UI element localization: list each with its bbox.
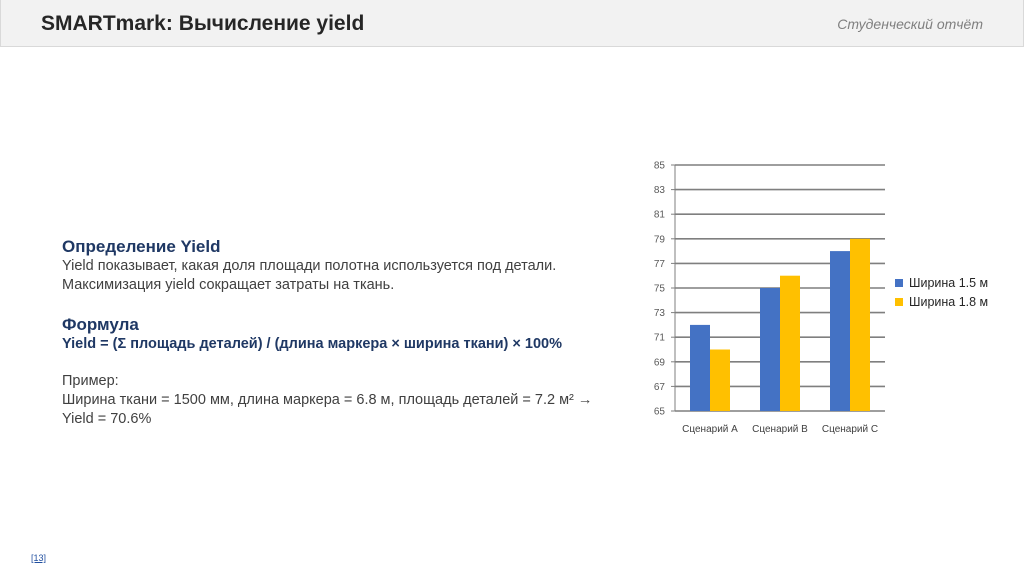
x-tick-label: Сценарий B <box>752 424 808 435</box>
example-line-1: Ширина ткани = 1500 мм, длина маркера = … <box>62 392 593 408</box>
y-tick-label: 83 <box>654 185 666 196</box>
legend-label: Ширина 1.8 м <box>909 295 988 309</box>
bar <box>710 349 730 411</box>
bar <box>780 275 800 411</box>
y-tick-label: 71 <box>654 333 666 344</box>
bar <box>830 251 850 411</box>
definition-heading: Определение Yield <box>62 237 221 256</box>
y-tick-label: 79 <box>654 234 666 245</box>
content-block: Определение Yield Yield показывает, кака… <box>62 236 622 429</box>
page-subtitle: Студенческий отчёт <box>837 16 983 32</box>
footnote-link[interactable]: [13] <box>31 553 47 563</box>
y-tick-label: 75 <box>654 284 666 295</box>
legend-swatch <box>895 279 903 287</box>
page-title: SMARTmark: Вычисление yield <box>41 12 365 35</box>
bar <box>760 288 780 411</box>
example-label: Пример: <box>62 373 119 389</box>
yield-bar-chart: 65 67 69 71 73 75 77 79 81 83 85 Сценарий A Сценарий… <box>654 161 988 436</box>
y-tick-label: 81 <box>654 210 666 221</box>
header-bar: SMARTmark: Вычисление yield Студенческий… <box>0 0 1024 47</box>
y-tick-label: 77 <box>654 259 666 270</box>
bar <box>850 238 870 411</box>
x-tick-label: Сценарий A <box>682 424 738 435</box>
formula-heading: Формула <box>62 315 139 334</box>
definition-line-2: Максимизация yield сокращает затраты на … <box>62 277 395 293</box>
y-tick-label: 65 <box>654 407 666 418</box>
definition-line-1: Yield показывает, какая доля площади пол… <box>62 258 557 274</box>
formula-text: Yield = (Σ площадь деталей) / (длина мар… <box>62 336 562 352</box>
y-tick-label: 69 <box>654 357 666 368</box>
y-tick-label: 85 <box>654 161 666 172</box>
bar <box>690 324 710 411</box>
legend-swatch <box>895 298 903 306</box>
example-line-2: Yield = 70.6% <box>62 411 152 427</box>
y-tick-label: 67 <box>654 382 666 393</box>
legend-label: Ширина 1.5 м <box>909 276 988 290</box>
y-tick-label: 73 <box>654 308 666 319</box>
x-tick-label: Сценарий C <box>822 424 878 435</box>
